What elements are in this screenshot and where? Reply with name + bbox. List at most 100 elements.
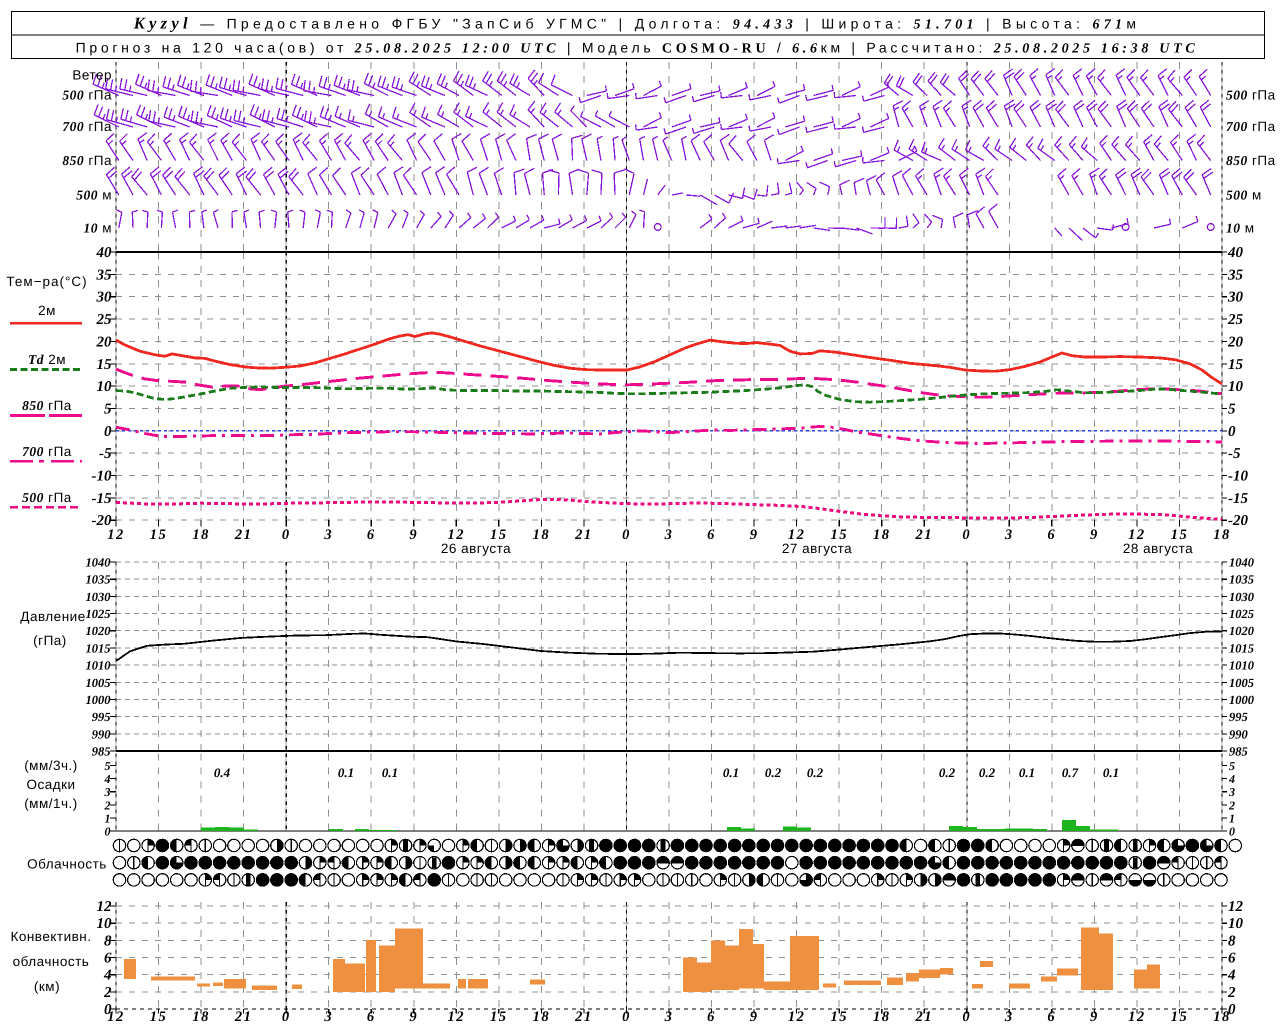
svg-text:0.1: 0.1	[723, 765, 739, 780]
svg-text:25: 25	[96, 312, 113, 328]
svg-text:500 гПа: 500 гПа	[62, 88, 112, 103]
svg-text:35: 35	[96, 267, 113, 283]
svg-text:1015: 1015	[86, 641, 111, 655]
svg-text:4: 4	[1228, 772, 1235, 786]
svg-text:6: 6	[367, 527, 376, 543]
svg-text:10 м: 10 м	[1226, 221, 1255, 236]
svg-text:30: 30	[96, 290, 113, 306]
svg-text:990: 990	[92, 727, 112, 741]
svg-text:0: 0	[282, 527, 291, 543]
svg-text:(мм/1ч.): (мм/1ч.)	[24, 796, 78, 811]
svg-text:-15: -15	[92, 491, 112, 507]
svg-text:0.1: 0.1	[1103, 765, 1119, 780]
svg-text:0.1: 0.1	[338, 765, 354, 780]
svg-text:21: 21	[574, 1009, 593, 1024]
svg-text:(гПа): (гПа)	[33, 633, 67, 648]
svg-text:12: 12	[97, 899, 113, 915]
svg-text:10: 10	[1228, 916, 1244, 932]
svg-text:12: 12	[788, 527, 806, 543]
svg-text:-5: -5	[1228, 446, 1241, 462]
svg-text:1000: 1000	[86, 693, 112, 707]
svg-text:0.7: 0.7	[1062, 765, 1079, 780]
svg-text:3: 3	[104, 785, 111, 799]
svg-text:3: 3	[323, 1009, 333, 1024]
svg-text:12: 12	[1128, 527, 1146, 543]
svg-text:4: 4	[103, 968, 112, 984]
svg-text:12: 12	[107, 527, 125, 543]
svg-text:20: 20	[96, 334, 113, 350]
svg-text:3: 3	[1004, 1009, 1014, 1024]
svg-text:0: 0	[105, 825, 111, 839]
svg-text:0: 0	[962, 1009, 971, 1024]
svg-text:990: 990	[1229, 727, 1249, 741]
svg-text:15: 15	[830, 1009, 848, 1024]
svg-text:995: 995	[92, 710, 111, 724]
svg-text:0: 0	[1228, 1002, 1236, 1018]
svg-text:15: 15	[97, 357, 113, 373]
svg-text:21: 21	[914, 527, 933, 543]
svg-text:облачность: облачность	[13, 954, 90, 969]
svg-text:18: 18	[873, 1009, 891, 1024]
svg-text:10: 10	[97, 379, 113, 395]
svg-text:1005: 1005	[86, 676, 111, 690]
svg-text:15: 15	[490, 1009, 508, 1024]
svg-text:3: 3	[664, 527, 674, 543]
svg-text:21: 21	[574, 527, 593, 543]
svg-text:21: 21	[234, 1009, 253, 1024]
svg-text:15: 15	[150, 1009, 168, 1024]
svg-text:Ветер: Ветер	[72, 68, 112, 83]
svg-text:6: 6	[367, 1009, 376, 1024]
svg-text:Прогноз на 120 часа(ов) от 25.: Прогноз на 120 часа(ов) от 25.08.2025 12…	[76, 40, 1199, 57]
svg-text:1040: 1040	[1229, 556, 1255, 570]
svg-text:5: 5	[105, 759, 111, 773]
svg-text:26 августа: 26 августа	[441, 541, 511, 556]
svg-text:3: 3	[1004, 527, 1014, 543]
svg-text:20: 20	[1227, 334, 1244, 350]
svg-text:2: 2	[1228, 798, 1235, 812]
svg-text:1: 1	[105, 811, 111, 825]
svg-text:(км): (км)	[34, 979, 60, 994]
svg-text:15: 15	[1228, 357, 1244, 373]
svg-text:6: 6	[104, 951, 112, 967]
svg-text:0: 0	[622, 1009, 631, 1024]
svg-text:9: 9	[1090, 527, 1099, 543]
svg-text:15: 15	[830, 527, 848, 543]
svg-text:9: 9	[409, 527, 418, 543]
svg-text:18: 18	[1213, 527, 1231, 543]
svg-text:40: 40	[1227, 245, 1244, 261]
svg-text:-20: -20	[92, 513, 112, 529]
svg-text:12: 12	[107, 1009, 125, 1024]
svg-text:3: 3	[664, 1009, 674, 1024]
svg-text:6: 6	[707, 1009, 716, 1024]
svg-text:-5: -5	[99, 446, 112, 462]
svg-text:15: 15	[1171, 527, 1189, 543]
svg-text:-20: -20	[1228, 513, 1248, 529]
svg-text:10: 10	[1228, 379, 1244, 395]
svg-text:4: 4	[1227, 968, 1236, 984]
svg-text:1035: 1035	[86, 573, 111, 587]
svg-text:5: 5	[1229, 759, 1235, 773]
svg-text:8: 8	[104, 933, 112, 949]
svg-text:30: 30	[1227, 290, 1244, 306]
svg-text:0: 0	[962, 527, 971, 543]
svg-text:18: 18	[192, 1009, 210, 1024]
svg-text:Осадки: Осадки	[26, 777, 75, 792]
svg-text:0.1: 0.1	[1019, 765, 1035, 780]
svg-text:5: 5	[1228, 401, 1236, 417]
svg-text:28 августа: 28 августа	[1123, 541, 1193, 556]
svg-text:Конвективн.: Конвективн.	[10, 929, 91, 944]
svg-text:0: 0	[1229, 825, 1235, 839]
svg-text:1025: 1025	[86, 607, 111, 621]
svg-text:1010: 1010	[1229, 659, 1255, 673]
svg-text:5: 5	[104, 401, 112, 417]
svg-text:500 м: 500 м	[1226, 188, 1262, 203]
svg-text:12: 12	[448, 527, 466, 543]
svg-text:6: 6	[707, 527, 716, 543]
svg-text:Тем−ра(°C): Тем−ра(°C)	[6, 274, 87, 289]
svg-text:27 августа: 27 августа	[782, 541, 852, 556]
svg-text:850 гПа: 850 гПа	[1226, 153, 1276, 168]
svg-text:35: 35	[1227, 267, 1244, 283]
svg-text:500 гПа: 500 гПа	[1226, 88, 1276, 103]
svg-text:21: 21	[234, 527, 253, 543]
svg-text:985: 985	[92, 745, 111, 759]
